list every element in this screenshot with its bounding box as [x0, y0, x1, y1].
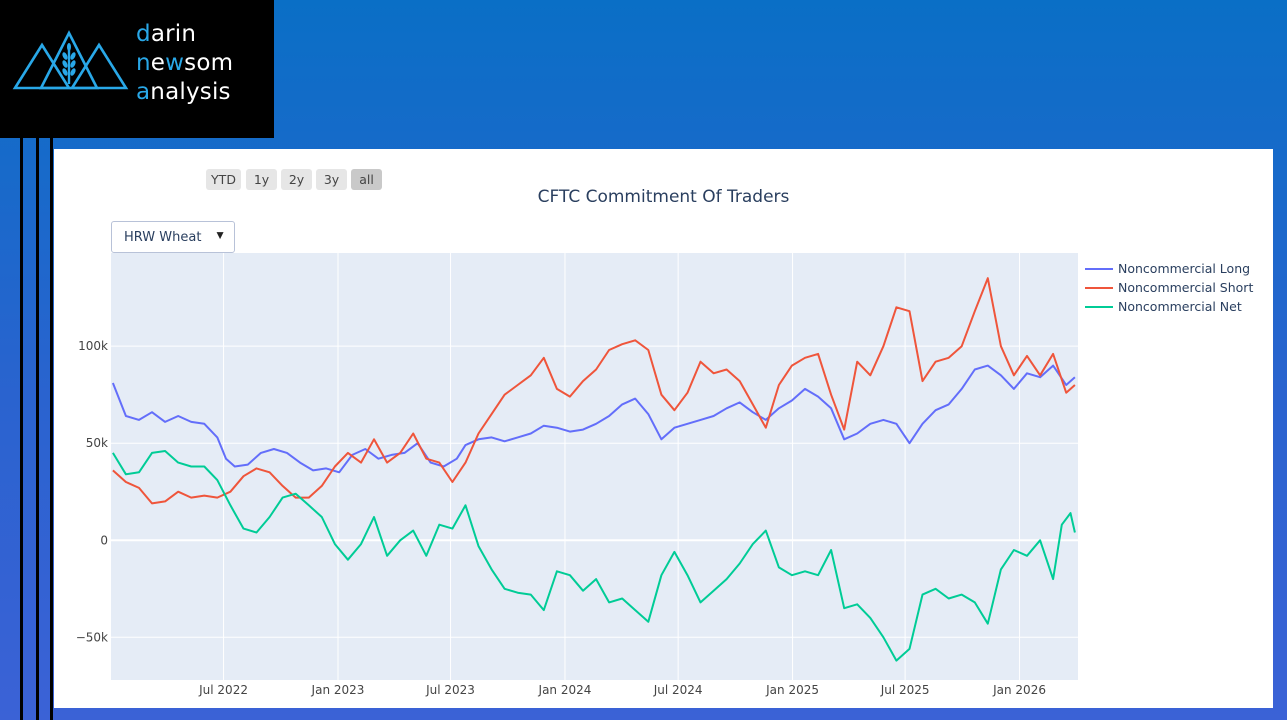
dropdown-selected-value: HRW Wheat: [124, 230, 202, 245]
rail-line: [50, 138, 53, 720]
rail-line: [20, 138, 23, 720]
commodity-dropdown[interactable]: HRW Wheat ▼: [111, 221, 235, 253]
series-line-noncommercial-net[interactable]: [112, 450, 1076, 662]
y-tick-label: 100k: [78, 339, 108, 353]
dropdown-arrow-icon: ▼: [214, 228, 226, 242]
x-tick-label: Jan 2023: [311, 683, 365, 697]
brand-wordmark: darin newsom analysis: [136, 20, 233, 107]
y-tick-label: 50k: [86, 436, 108, 450]
brand-line-2: newsom: [136, 50, 234, 76]
x-tick-label: Jul 2022: [198, 683, 248, 697]
plot-area: [111, 253, 1078, 680]
y-tick-label: −50k: [76, 630, 108, 644]
x-tick-label: Jan 2026: [992, 683, 1046, 697]
chart-title: CFTC Commitment Of Traders: [537, 187, 790, 207]
legend-label-noncommercial-long[interactable]: Noncommercial Long: [1118, 261, 1250, 276]
decorative-side-rails: [0, 138, 54, 720]
x-tick-label: Jan 2024: [538, 683, 592, 697]
x-tick-label: Jan 2025: [765, 683, 819, 697]
legend-label-noncommercial-short[interactable]: Noncommercial Short: [1118, 280, 1253, 295]
series-line-noncommercial-short[interactable]: [112, 277, 1076, 505]
range-button-3y[interactable]: 3y: [316, 169, 347, 190]
x-tick-label: Jul 2024: [653, 683, 703, 697]
range-button-all[interactable]: all: [351, 169, 382, 190]
range-button-ytd[interactable]: YTD: [206, 169, 241, 190]
mountain-wheat-logo-icon: [12, 30, 129, 90]
x-tick-label: Jul 2025: [880, 683, 930, 697]
legend-label-noncommercial-net[interactable]: Noncommercial Net: [1118, 299, 1242, 314]
brand-line-3: analysis: [136, 79, 231, 105]
brand-logo: darin newsom analysis: [0, 0, 274, 138]
series-line-noncommercial-long[interactable]: [111, 364, 1076, 474]
y-tick-label: 0: [100, 533, 108, 547]
cot-chart[interactable]: Jul 2022 Jan 2023 Jul 2023 Jan 2024 Jul 2024…: [54, 149, 1273, 708]
brand-line-1: darin: [136, 21, 197, 47]
range-button-1y[interactable]: 1y: [246, 169, 277, 190]
x-tick-label: Jul 2023: [425, 683, 475, 697]
range-button-2y[interactable]: 2y: [281, 169, 312, 190]
rail-line: [36, 138, 39, 720]
chart-panel: Jul 2022 Jan 2023 Jul 2023 Jan 2024 Jul 2024…: [54, 149, 1273, 708]
